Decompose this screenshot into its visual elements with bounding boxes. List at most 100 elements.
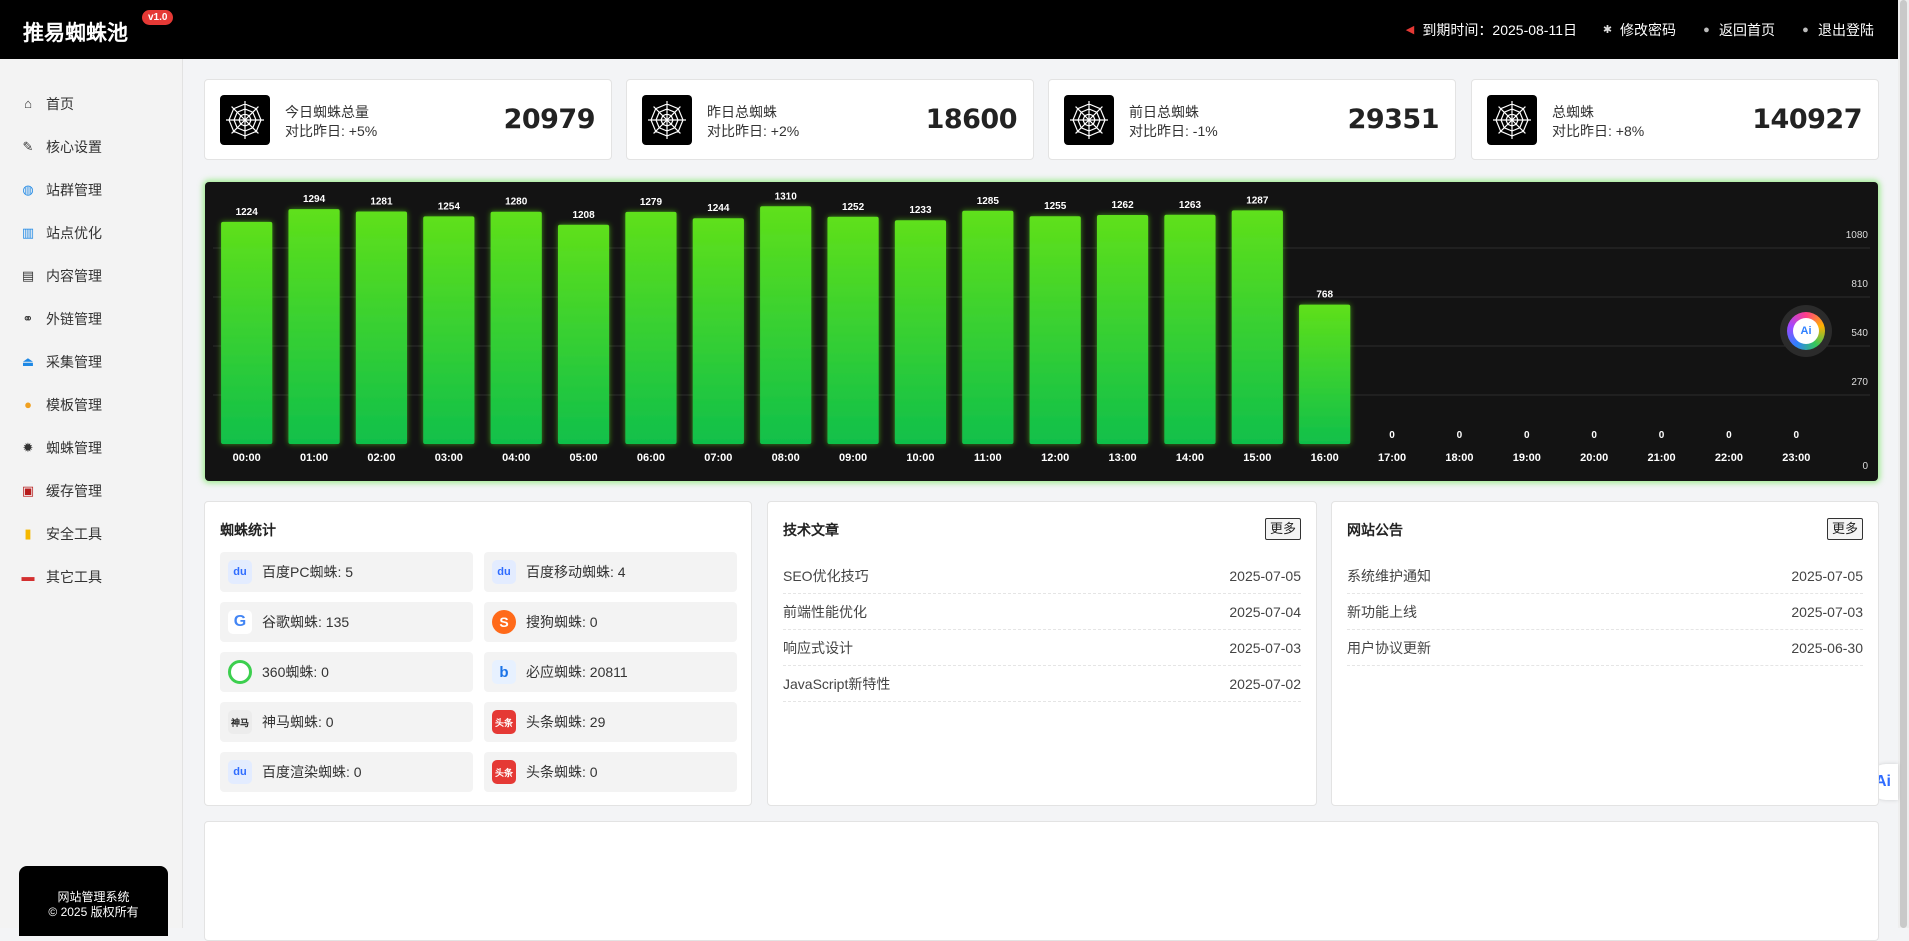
chart-bar[interactable] <box>894 220 947 444</box>
sidebar: ⌂ 首页 ✎ 核心设置 ◍ 站群管理 ▥ 站点优化 ▤ 内容管理 ⚭ 外链管理 ⏏ 采集管理 … <box>0 59 183 936</box>
chart-bar[interactable] <box>221 221 273 444</box>
chart-bar[interactable] <box>692 218 744 444</box>
stat-value: 29351 <box>1347 104 1440 135</box>
notices-more-button[interactable]: 更多 <box>1826 518 1863 540</box>
footer-title: 网站管理系统 <box>57 890 130 904</box>
baidu-icon: du <box>492 560 516 584</box>
sidebar-item-security[interactable]: ▮ 安全工具 <box>0 512 182 555</box>
globe-icon: ◍ <box>22 181 34 197</box>
x-tick-label: 08:00 <box>772 452 800 464</box>
google-icon: G <box>228 610 252 634</box>
chart-bar[interactable] <box>760 206 812 444</box>
bar-value-label: 0 <box>1659 430 1665 441</box>
sidebar-footer: 网站管理系统 © 2025 版权所有 <box>19 866 168 936</box>
x-tick-label: 23:00 <box>1782 452 1810 464</box>
article-item[interactable]: JavaScript新特性 2025-07-02 <box>783 666 1301 702</box>
x-tick-label: 10:00 <box>906 452 934 464</box>
sidebar-item-spiders[interactable]: ✹ 蜘蛛管理 <box>0 426 182 469</box>
scrollbar-thumb[interactable] <box>1900 0 1907 928</box>
articles-panel: 技术文章 更多 SEO优化技巧 2025-07-05 前端性能优化 2025-07-… <box>767 501 1317 806</box>
x-tick-label: 07:00 <box>704 452 732 464</box>
spider-web-icon <box>1064 95 1114 145</box>
baidu-icon: du <box>228 560 252 584</box>
chart-bar[interactable] <box>423 216 475 444</box>
sidebar-item-label: 站群管理 <box>46 181 102 198</box>
bar-value-label: 1280 <box>505 197 528 208</box>
collect-icon: ⏏ <box>21 353 35 369</box>
sidebar-item-cache[interactable]: ▣ 缓存管理 <box>0 469 182 512</box>
notice-date: 2025-07-05 <box>1791 567 1863 584</box>
gear-icon: ✱ <box>1602 23 1613 36</box>
toutiao-icon: 头条 <box>492 710 516 734</box>
change-password-link[interactable]: ✱ 修改密码 <box>1601 20 1676 40</box>
spider-icon: ✹ <box>22 439 34 455</box>
x-tick-label: 04:00 <box>502 452 530 464</box>
y-tick-label: 270 <box>1851 377 1868 388</box>
stat-card-yesterday: 昨日总蜘蛛 对比昨日: +2% 18600 <box>626 79 1034 160</box>
sidebar-item-templates[interactable]: ● 模板管理 <box>0 383 182 426</box>
x-tick-label: 19:00 <box>1513 452 1541 464</box>
chart-bar[interactable] <box>355 211 408 444</box>
user-icon: ● <box>1703 23 1710 36</box>
notice-title: 用户协议更新 <box>1347 639 1431 656</box>
bar-value-label: 1244 <box>707 203 730 214</box>
shenma-icon: 神马 <box>228 710 252 734</box>
spider-item-label: 360蜘蛛: 0 <box>262 664 329 680</box>
logout-link[interactable]: ● 退出登陆 <box>1799 20 1874 40</box>
sidebar-item-site-group[interactable]: ◍ 站群管理 <box>0 168 182 211</box>
sidebar-item-label: 模板管理 <box>46 396 102 413</box>
spider-item-label: 神马蜘蛛: 0 <box>262 714 334 730</box>
chart-bar[interactable] <box>625 211 677 444</box>
spider-item-baidu-mobile: du 百度移动蜘蛛: 4 <box>484 552 737 592</box>
chart-bar[interactable] <box>1231 210 1283 444</box>
spider-item-shenma: 神马 神马蜘蛛: 0 <box>220 702 473 742</box>
panel-title: 蜘蛛统计 <box>220 522 276 538</box>
spider-web-icon <box>220 95 270 145</box>
sidebar-item-links[interactable]: ⚭ 外链管理 <box>0 297 182 340</box>
chart-bar[interactable] <box>1029 216 1081 444</box>
chart-bar[interactable] <box>490 211 542 444</box>
chart-bar[interactable] <box>962 210 1014 444</box>
spider-web-graphic <box>1493 101 1531 139</box>
article-title: JavaScript新特性 <box>783 675 891 692</box>
x-tick-label: 20:00 <box>1580 452 1608 464</box>
brand-title[interactable]: 推易蜘蛛池 <box>23 22 128 45</box>
chart-bar[interactable] <box>1096 214 1149 444</box>
back-home-link[interactable]: ● 返回首页 <box>1700 20 1775 40</box>
articles-more-button[interactable]: 更多 <box>1264 518 1301 540</box>
sidebar-item-other-tools[interactable]: ▬ 其它工具 <box>0 555 182 598</box>
notice-item[interactable]: 新功能上线 2025-07-03 <box>1347 594 1863 630</box>
spider-item-toutiao-2: 头条 头条蜘蛛: 0 <box>484 752 737 792</box>
notice-item[interactable]: 用户协议更新 2025-06-30 <box>1347 630 1863 666</box>
chart-bar[interactable] <box>557 224 610 444</box>
sidebar-item-core-settings[interactable]: ✎ 核心设置 <box>0 125 182 168</box>
chart-bar[interactable] <box>1299 304 1351 444</box>
panel-title: 网站公告 <box>1347 522 1403 538</box>
stat-label: 总蜘蛛 <box>1552 104 1594 120</box>
sidebar-item-home[interactable]: ⌂ 首页 <box>0 82 182 125</box>
sidebar-item-content[interactable]: ▤ 内容管理 <box>0 254 182 297</box>
chart-bar[interactable] <box>288 209 340 444</box>
ai-logo-text: Ai <box>1793 318 1819 344</box>
article-item[interactable]: SEO优化技巧 2025-07-05 <box>783 558 1301 594</box>
article-title: SEO优化技巧 <box>783 567 869 584</box>
stat-compare: 对比昨日: -1% <box>1129 123 1218 139</box>
bar-value-label: 1208 <box>572 210 595 221</box>
x-tick-label: 01:00 <box>300 452 328 464</box>
chart-bar[interactable] <box>827 216 879 444</box>
top-header: 推易蜘蛛池 v1.0 ◀ 到期时间：2025-08-11日 ✱ 修改密码 ● 返… <box>0 0 1898 59</box>
sidebar-item-collect[interactable]: ⏏ 采集管理 <box>0 340 182 383</box>
notice-item[interactable]: 系统维护通知 2025-07-05 <box>1347 558 1863 594</box>
spider-web-graphic <box>1070 101 1108 139</box>
article-item[interactable]: 响应式设计 2025-07-03 <box>783 630 1301 666</box>
page-scrollbar[interactable] <box>1898 0 1909 928</box>
ai-assistant-button[interactable]: Ai <box>1780 305 1832 357</box>
chart-bar[interactable] <box>1164 214 1216 444</box>
stat-value: 18600 <box>925 104 1018 135</box>
stat-card-total: 总蜘蛛 对比昨日: +8% 140927 <box>1471 79 1879 160</box>
sidebar-item-site-optimize[interactable]: ▥ 站点优化 <box>0 211 182 254</box>
article-item[interactable]: 前端性能优化 2025-07-04 <box>783 594 1301 630</box>
x-tick-label: 15:00 <box>1243 452 1271 464</box>
sidebar-item-label: 蜘蛛管理 <box>46 439 102 456</box>
article-title: 响应式设计 <box>783 639 853 656</box>
